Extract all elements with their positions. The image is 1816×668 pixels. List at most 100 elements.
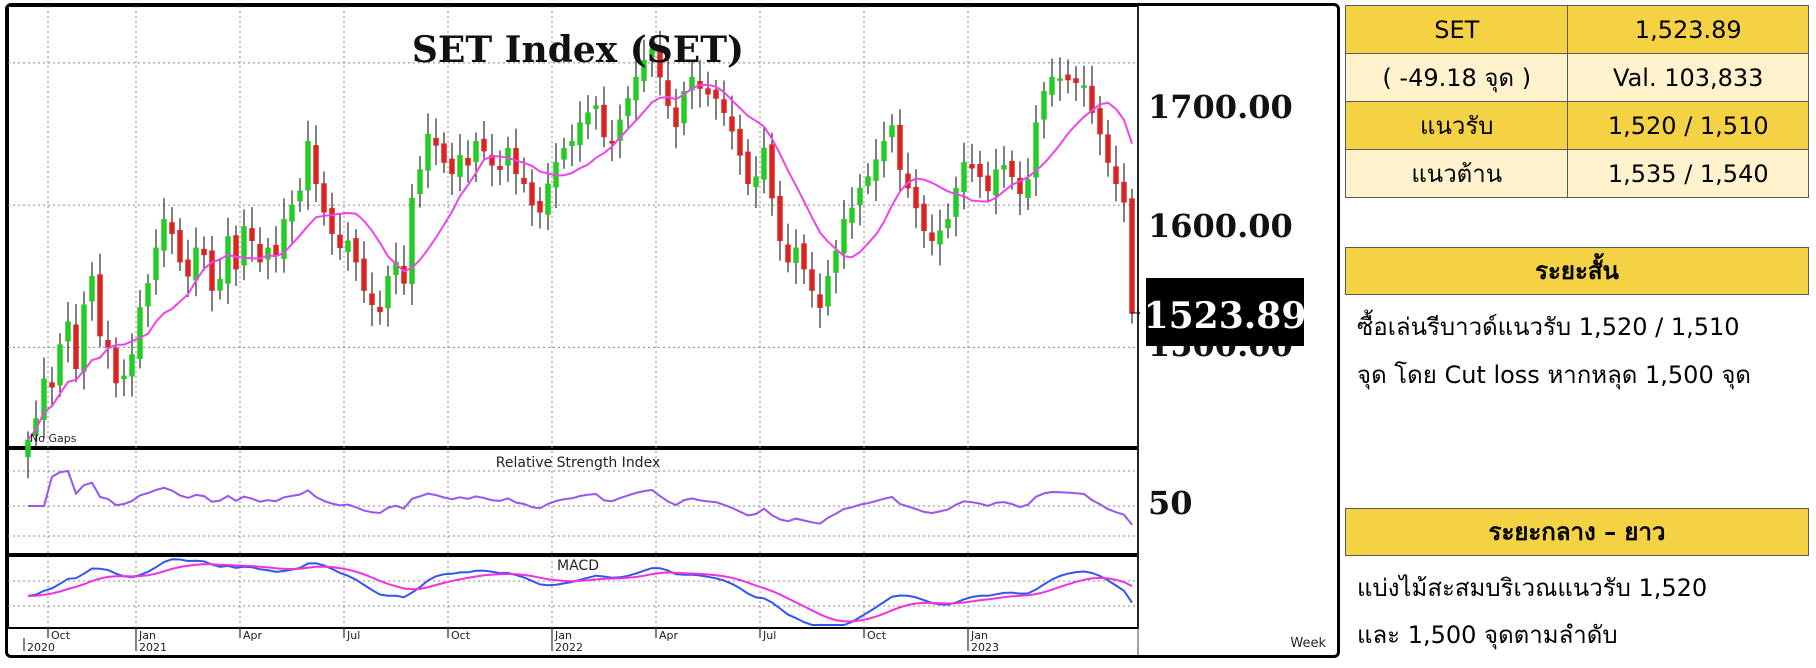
x-tick-label: Jul [762,629,776,642]
candle-up [993,169,999,196]
x-tick-label: Oct [867,629,887,642]
candle-up [417,169,423,195]
candle-up [297,190,303,202]
candle-up [841,219,847,254]
resistance-label: แนวต้าน [1344,149,1569,198]
candle-up [81,304,87,372]
candle-up [593,105,599,109]
macd-signal-polyline [27,563,1133,623]
candle-up [849,207,855,223]
candle-down [985,175,991,192]
short-term-line-1: ซื้อเล่นรีบาวด์แนวรับ 1,520 / 1,510 [1357,313,1740,341]
candle-down [273,244,279,256]
value-traded: Val. 103,833 [1567,53,1809,102]
set-chart: Oct Jan Apr Jul Oct Jan Apr Jul Oct Jan 2020 2021 20… [8,6,1326,655]
candle-down [377,306,383,313]
candle-up [937,230,943,245]
candle-down [1073,78,1079,84]
candle-down [465,158,471,166]
x-tick-label: Jan [970,629,988,642]
candle-up [881,140,887,162]
candle-up [681,91,687,124]
candle-up [193,247,199,281]
candle-down [1065,74,1071,81]
candle-down [353,238,359,263]
candle-down [1017,177,1023,195]
candle-down [977,163,983,177]
candle-down [721,99,727,113]
rsi-polyline [28,469,1133,526]
candle-down [497,166,503,170]
candle-down [233,235,239,270]
stats-row-support: แนวรับ 1,520 / 1,510 [1344,101,1809,150]
candle-up [889,125,895,138]
candle-down [785,244,791,263]
x-tick-label: Jan [554,629,572,642]
candle-up [41,378,47,420]
stats-row-resistance: แนวต้าน 1,535 / 1,540 [1344,149,1809,198]
candle-down [1097,108,1103,135]
candle-up [265,247,271,260]
long-term-line-2: และ 1,500 จุดตามลำดับ [1357,621,1618,649]
candle-up [545,183,551,215]
support-value: 1,520 / 1,510 [1567,101,1809,150]
candle-down [49,382,55,388]
candle-down [361,258,367,291]
candle-down [1121,181,1127,203]
candle-up [129,354,135,377]
candle-down [185,259,191,277]
candle-down [201,248,207,256]
candle-down [97,274,103,337]
candle-up [865,176,871,187]
candle-up [625,98,631,116]
candle-up [57,344,63,386]
candle-down [105,339,111,348]
candle-down [809,269,815,291]
rsi-title: Relative Strength Index [496,455,660,471]
candle-down [521,177,527,185]
info-panel: SET 1,523.89 ( -49.18 จุด ) Val. 103,833… [1343,3,1811,658]
stats-row-set: SET 1,523.89 [1344,5,1809,54]
candle-down [73,324,79,370]
grid-lines [8,6,1139,655]
candle-up [953,187,959,217]
chart-title: SET Index (SET) [412,29,744,71]
moving-average-line [27,83,1133,441]
candle-up [945,219,951,229]
candle-up [873,159,879,181]
candle-down [113,347,119,384]
candle-down [313,145,319,185]
candle-down [1113,166,1119,185]
period-label: Week [1290,636,1326,651]
candle-down [673,107,679,128]
candle-down [1009,160,1015,177]
candle-up [1025,179,1031,198]
candle-down [337,234,343,249]
candle-down [729,116,735,132]
candle-up [345,240,351,252]
candle-down [745,151,751,185]
x-tick-label: Apr [243,629,263,642]
candle-down [817,294,823,308]
candle-up [1057,78,1063,81]
ma-polyline [27,83,1133,441]
candle-up [425,133,431,171]
candle-down [329,207,335,234]
candle-up [457,155,463,177]
candle-up [753,176,759,188]
candle-down [177,230,183,263]
y-tick-1700: 1700.00 [1148,88,1293,126]
candle-up [241,226,247,266]
candle-up [289,204,295,222]
candle-up [577,122,583,146]
candle-down [801,243,807,270]
candle-down [913,186,919,209]
candle-down [249,228,255,241]
x-tick-label: Jan [138,629,156,642]
candle-up [305,140,311,191]
x-tick-label: Oct [451,629,471,642]
candle-up [689,76,695,91]
short-term-line-2: จุด โดย Cut loss หากหลุด 1,500 จุด [1357,361,1751,389]
candle-down [209,250,215,291]
x-tick-label: Oct [51,629,71,642]
